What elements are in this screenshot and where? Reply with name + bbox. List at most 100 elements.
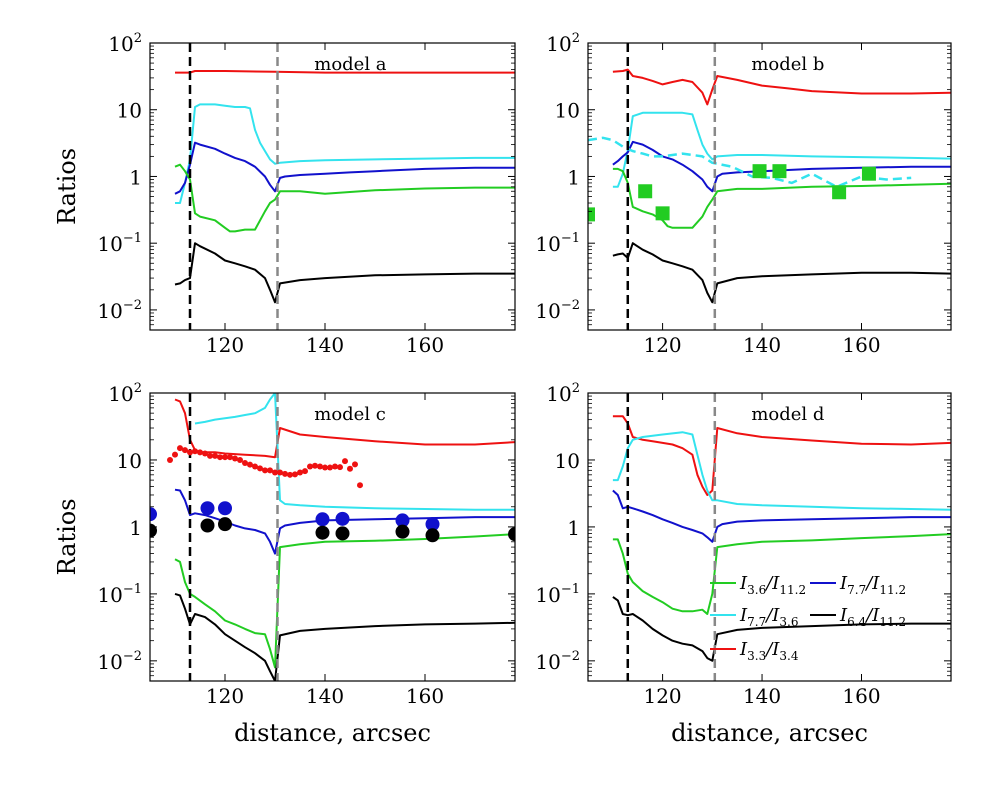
data-point <box>395 524 410 539</box>
data-point <box>227 454 233 461</box>
data-point <box>347 465 353 472</box>
y-tick-label: 10 <box>117 99 142 123</box>
data-point <box>202 450 208 457</box>
y-tick-label: 1 <box>129 165 142 189</box>
y-tick-label: 10−1 <box>97 231 142 256</box>
data-point <box>150 507 157 522</box>
panel-title: model c <box>314 404 386 425</box>
data-point <box>337 464 343 471</box>
data-point <box>192 448 198 455</box>
data-point <box>425 517 440 532</box>
panel-4: 120 140 160 10−2 10−1 1 10 102 model d distance, … <box>535 381 952 747</box>
y-tick-label: 1 <box>567 516 580 540</box>
data-point <box>222 454 228 461</box>
data-point <box>287 471 293 478</box>
data-point <box>832 185 847 200</box>
panel-title: model d <box>751 404 824 425</box>
data-point <box>218 517 232 532</box>
data-point <box>332 463 338 470</box>
series-line-i77-i112 <box>174 488 515 555</box>
legend-label: I6.4/I11.2 <box>839 605 906 629</box>
series-line-i77-i112 <box>612 489 951 543</box>
series-line-i33-i34 <box>612 68 951 106</box>
y-tick-label: 10−2 <box>535 649 580 674</box>
data-point <box>217 454 223 461</box>
x-tick-label: 160 <box>842 333 880 357</box>
series-line-i36-i112 <box>612 533 951 615</box>
x-tick-label: 120 <box>206 684 244 708</box>
y-axis-label: Ratios <box>53 148 81 225</box>
data-point <box>212 452 218 459</box>
x-tick-label: 120 <box>643 684 681 708</box>
panel-1: 120 140 160 10−2 10−1 1 10 102 model a Ratios <box>53 31 516 357</box>
y-tick-label: 10−2 <box>97 298 142 323</box>
plot-area <box>612 393 951 681</box>
x-tick-label: 120 <box>206 333 244 357</box>
data-point <box>247 461 253 468</box>
legend-label: I3.3/I3.4 <box>739 639 799 663</box>
y-tick-label: 10 <box>555 99 580 123</box>
data-point <box>252 463 258 470</box>
x-tick-label: 160 <box>406 333 444 357</box>
data-point <box>322 464 328 471</box>
data-point <box>282 470 288 477</box>
data-point <box>257 465 263 472</box>
plot-area <box>150 393 515 681</box>
series-line-i33-i34 <box>612 415 951 496</box>
data-point <box>197 449 203 456</box>
x-axis-label: distance, arcsec <box>671 719 868 747</box>
series-line-i77-i36 <box>612 431 951 511</box>
data-point <box>242 460 248 467</box>
legend-label: I7.7/I3.6 <box>739 605 799 629</box>
data-point <box>352 461 358 468</box>
series-line-i36-i112 <box>174 533 515 669</box>
panel-3: 120 140 160 10−2 10−1 1 10 102 model c Ratios dist… <box>53 381 516 747</box>
series-line-i77-i112 <box>174 141 515 195</box>
data-point <box>177 445 183 452</box>
y-tick-label: 10 <box>117 449 142 473</box>
panel-title: model a <box>314 54 387 75</box>
y-tick-label: 10−2 <box>535 298 580 323</box>
data-point <box>425 528 440 543</box>
data-point <box>315 512 330 527</box>
data-point <box>655 206 670 221</box>
data-point <box>172 451 178 458</box>
series-line-i64-i112 <box>612 596 951 662</box>
y-tick-label: 1 <box>129 516 142 540</box>
data-point <box>395 513 410 528</box>
data-point <box>272 469 278 476</box>
data-point <box>218 501 232 516</box>
x-axis-label: distance, arcsec <box>234 719 431 747</box>
data-point <box>312 462 318 469</box>
x-tick-label: 120 <box>643 333 681 357</box>
panel-2: 120 140 160 10−2 10−1 1 10 102 model b <box>535 31 952 357</box>
data-point <box>237 456 243 463</box>
data-point <box>277 469 283 476</box>
y-tick-label: 10−2 <box>97 649 142 674</box>
data-point <box>307 463 313 470</box>
data-point <box>342 458 348 465</box>
data-point <box>297 469 303 476</box>
y-tick-label: 10−1 <box>535 231 580 256</box>
y-tick-label: 102 <box>108 31 142 56</box>
y-axis-label: Ratios <box>53 498 81 575</box>
x-tick-label: 140 <box>306 333 344 357</box>
data-point <box>772 164 787 179</box>
data-point <box>638 184 653 199</box>
data-point <box>327 464 333 471</box>
y-tick-label: 1 <box>567 165 580 189</box>
data-point <box>267 467 273 474</box>
plot-area <box>174 43 515 330</box>
data-point <box>292 471 298 478</box>
data-point <box>182 447 188 454</box>
data-point <box>207 452 213 459</box>
y-tick-label: 102 <box>108 381 142 406</box>
legend-label: I7.7/I11.2 <box>839 573 906 597</box>
data-point <box>317 463 323 470</box>
data-point <box>200 518 215 533</box>
series-line-i64-i112 <box>612 242 951 304</box>
legend: I3.6/I11.2 I7.7/I11.2 I7.7/I3.6 I6.4/I11.2 I… <box>710 573 906 663</box>
data-point <box>167 456 173 463</box>
series-line-i64-i112 <box>174 592 515 681</box>
